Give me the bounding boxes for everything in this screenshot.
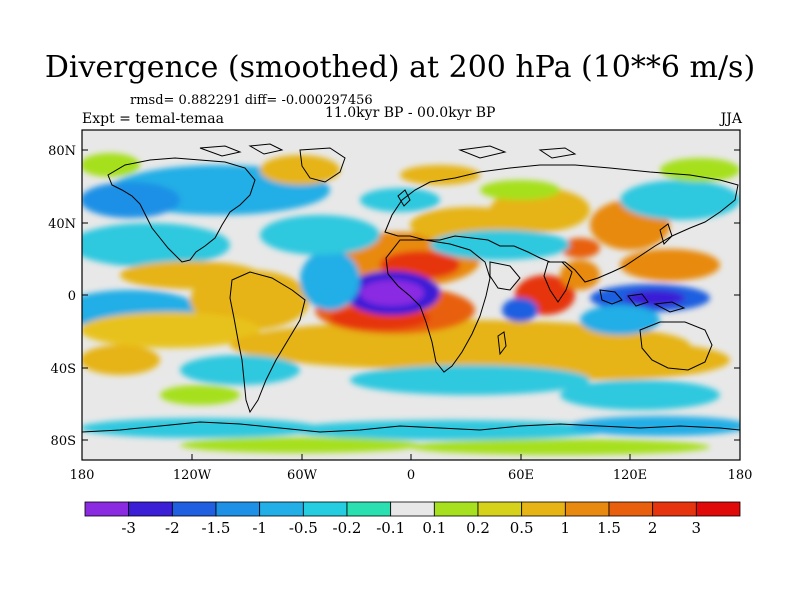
longitude-axis: 180 120W 60W 0 60E 120E 180 — [70, 454, 753, 483]
colorbar-label: -3 — [121, 519, 136, 537]
colorbar-label: 0.5 — [510, 519, 534, 537]
colorbar-swatch — [84, 501, 130, 517]
colorbar-label: 2 — [648, 519, 658, 537]
lon-tick-label: 60E — [508, 468, 534, 483]
lat-tick-label: 80S — [51, 434, 76, 449]
colorbar-label: -2 — [165, 519, 180, 537]
colorbar-label: -0.1 — [376, 519, 405, 537]
colorbar-label: -1.5 — [202, 519, 231, 537]
lat-tick-label: 0 — [68, 289, 76, 304]
colorbar-swatch — [477, 501, 523, 517]
season-label: JJA — [720, 111, 742, 127]
period-label: 11.0kyr BP - 00.0kyr BP — [325, 105, 496, 121]
colorbar-swatch — [433, 501, 479, 517]
colorbar-swatch — [608, 501, 654, 517]
colorbar-swatch — [521, 501, 566, 517]
colorbar-swatch — [564, 501, 610, 517]
statistics-label: rmsd= 0.882291 diff= -0.000297456 — [130, 93, 373, 108]
lat-tick-label: 40S — [51, 362, 76, 377]
colorbar-swatch — [652, 501, 697, 517]
colorbar-swatch — [259, 501, 304, 517]
divergence-field — [82, 130, 740, 460]
colorbar-label: 0.1 — [422, 519, 446, 537]
map-title: Divergence (smoothed) at 200 hPa (10**6 … — [44, 50, 756, 85]
lat-tick-label: 80N — [48, 144, 76, 159]
colorbar-label: -1 — [252, 519, 267, 537]
colorbar-label: 3 — [692, 519, 702, 537]
colorbar-swatch — [171, 501, 217, 517]
colorbar-label: -0.2 — [333, 519, 362, 537]
colorbar-label: 1.5 — [597, 519, 621, 537]
colorbar-swatch — [695, 501, 741, 517]
lon-tick-label: 0 — [407, 468, 415, 483]
colorbar-swatch — [302, 501, 348, 517]
colorbar-swatch — [346, 501, 392, 517]
colorbar-label: 1 — [561, 519, 571, 537]
colorbar-swatch — [128, 501, 173, 517]
lon-tick-label: 180 — [728, 468, 753, 483]
lon-tick-label: 120E — [613, 468, 647, 483]
colorbar-label: -0.5 — [289, 519, 318, 537]
lon-tick-label: 120W — [173, 468, 212, 483]
colorbar: -3 -2 -1.5 -1 -0.5 -0.2 -0.1 0.1 0.2 0.5 1 1.5 2 3 — [84, 501, 741, 537]
colorbar-label: 0.2 — [466, 519, 490, 537]
latitude-axis: 80N 40N 0 40S 80S — [48, 144, 740, 449]
colorbar-swatch — [215, 501, 261, 517]
experiment-label: Expt = temal-temaa — [82, 111, 224, 127]
lon-tick-label: 180 — [70, 468, 95, 483]
lon-tick-label: 60W — [287, 468, 318, 483]
lat-tick-label: 40N — [48, 217, 76, 232]
colorbar-swatch — [390, 501, 435, 517]
coastlines — [82, 143, 740, 433]
